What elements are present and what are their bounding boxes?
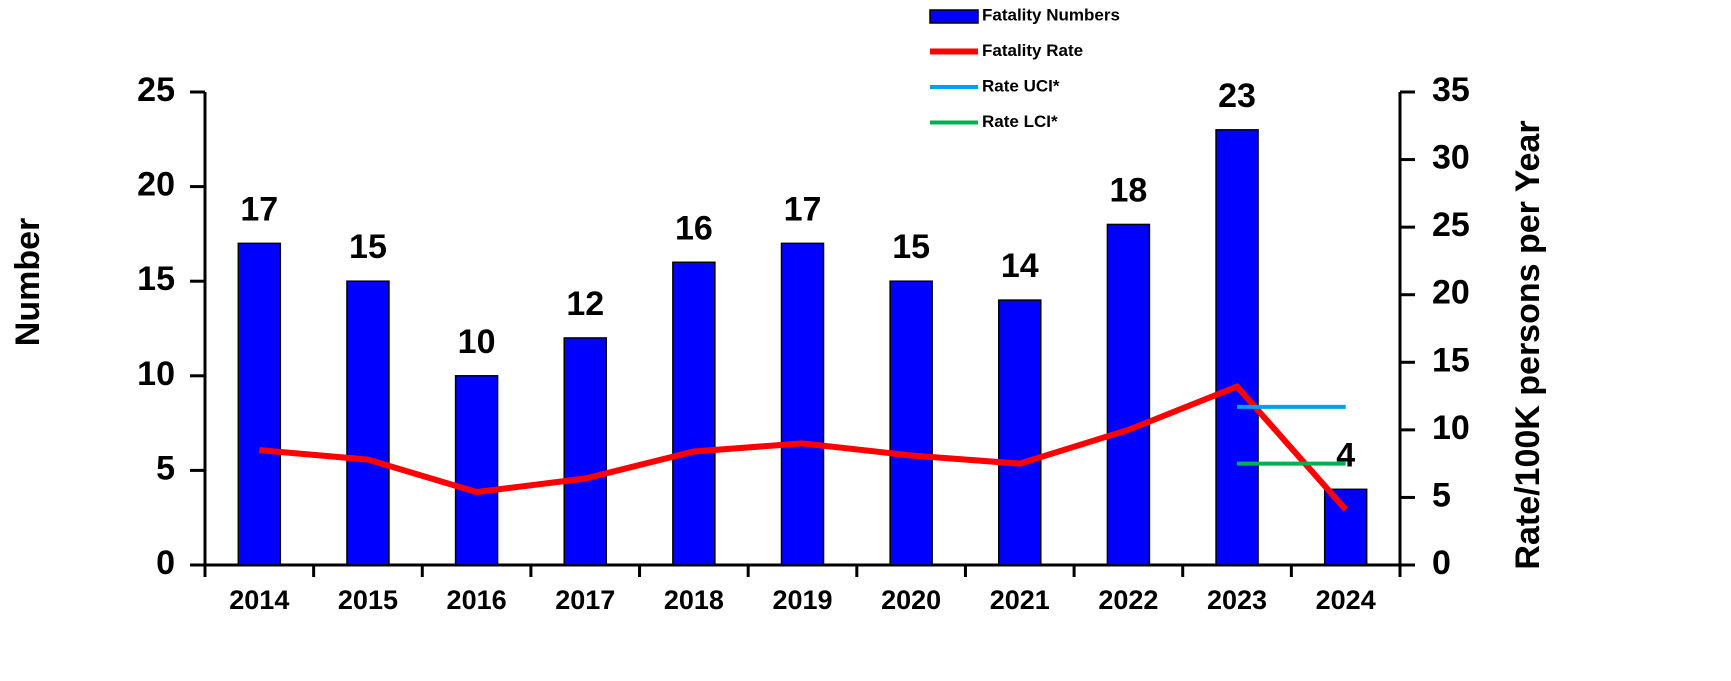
y2-axis-title: Rate/100K persons per Year <box>1509 120 1547 569</box>
y-tick-label: 25 <box>137 71 175 109</box>
x-tick-label: 2014 <box>229 585 289 615</box>
x-tick-label: 2020 <box>881 585 941 615</box>
bar <box>454 375 499 566</box>
bar <box>563 337 607 566</box>
y2-tick-label: 20 <box>1432 274 1470 312</box>
x-tick-label: 2022 <box>1098 585 1158 615</box>
y-axis-title: Number <box>9 218 47 346</box>
x-tick-label: 2024 <box>1316 585 1376 615</box>
x-tick-label: 2021 <box>990 585 1050 615</box>
bar <box>780 242 825 566</box>
data-label: 18 <box>1109 171 1147 209</box>
data-label: 14 <box>1001 247 1039 285</box>
y2-tick-label: 10 <box>1432 409 1470 447</box>
data-label: 17 <box>784 190 822 228</box>
bar <box>998 299 1042 566</box>
data-label: 12 <box>566 285 604 323</box>
legend-label: Fatality Rate <box>982 41 1083 60</box>
bar <box>889 280 933 566</box>
data-label: 16 <box>675 209 713 247</box>
x-tick-label: 2016 <box>447 585 507 615</box>
bar <box>1215 129 1259 566</box>
bar <box>1106 223 1151 566</box>
x-tick-label: 2019 <box>772 585 832 615</box>
y-tick-label: 20 <box>137 166 175 204</box>
y-tick-label: 15 <box>137 260 175 298</box>
x-tick-label: 2017 <box>555 585 615 615</box>
bar <box>672 261 716 566</box>
bar <box>1323 488 1368 566</box>
x-tick-label: 2023 <box>1207 585 1267 615</box>
y-tick-label: 10 <box>137 355 175 393</box>
legend-label: Rate UCI* <box>982 76 1060 95</box>
legend-label: Rate LCI* <box>982 112 1058 131</box>
data-label: 23 <box>1218 77 1256 115</box>
y2-tick-label: 0 <box>1432 544 1451 582</box>
y-tick-label: 0 <box>156 544 175 582</box>
data-label: 17 <box>240 190 278 228</box>
bar <box>346 280 390 566</box>
y2-tick-label: 30 <box>1432 139 1470 177</box>
y2-tick-label: 5 <box>1432 476 1451 514</box>
data-label: 4 <box>1336 436 1355 474</box>
data-label: 15 <box>349 228 387 266</box>
data-label: 15 <box>892 228 930 266</box>
line-series <box>259 383 1348 512</box>
legend-swatch <box>929 9 979 24</box>
y2-tick-label: 35 <box>1432 71 1470 109</box>
bar <box>237 242 282 566</box>
y2-tick-label: 25 <box>1432 206 1470 244</box>
data-label: 10 <box>458 323 496 361</box>
legend-label: Fatality Numbers <box>982 5 1120 24</box>
x-tick-label: 2015 <box>338 585 398 615</box>
x-tick-label: 2018 <box>664 585 724 615</box>
y-tick-label: 5 <box>156 449 175 487</box>
y2-tick-label: 15 <box>1432 341 1470 379</box>
